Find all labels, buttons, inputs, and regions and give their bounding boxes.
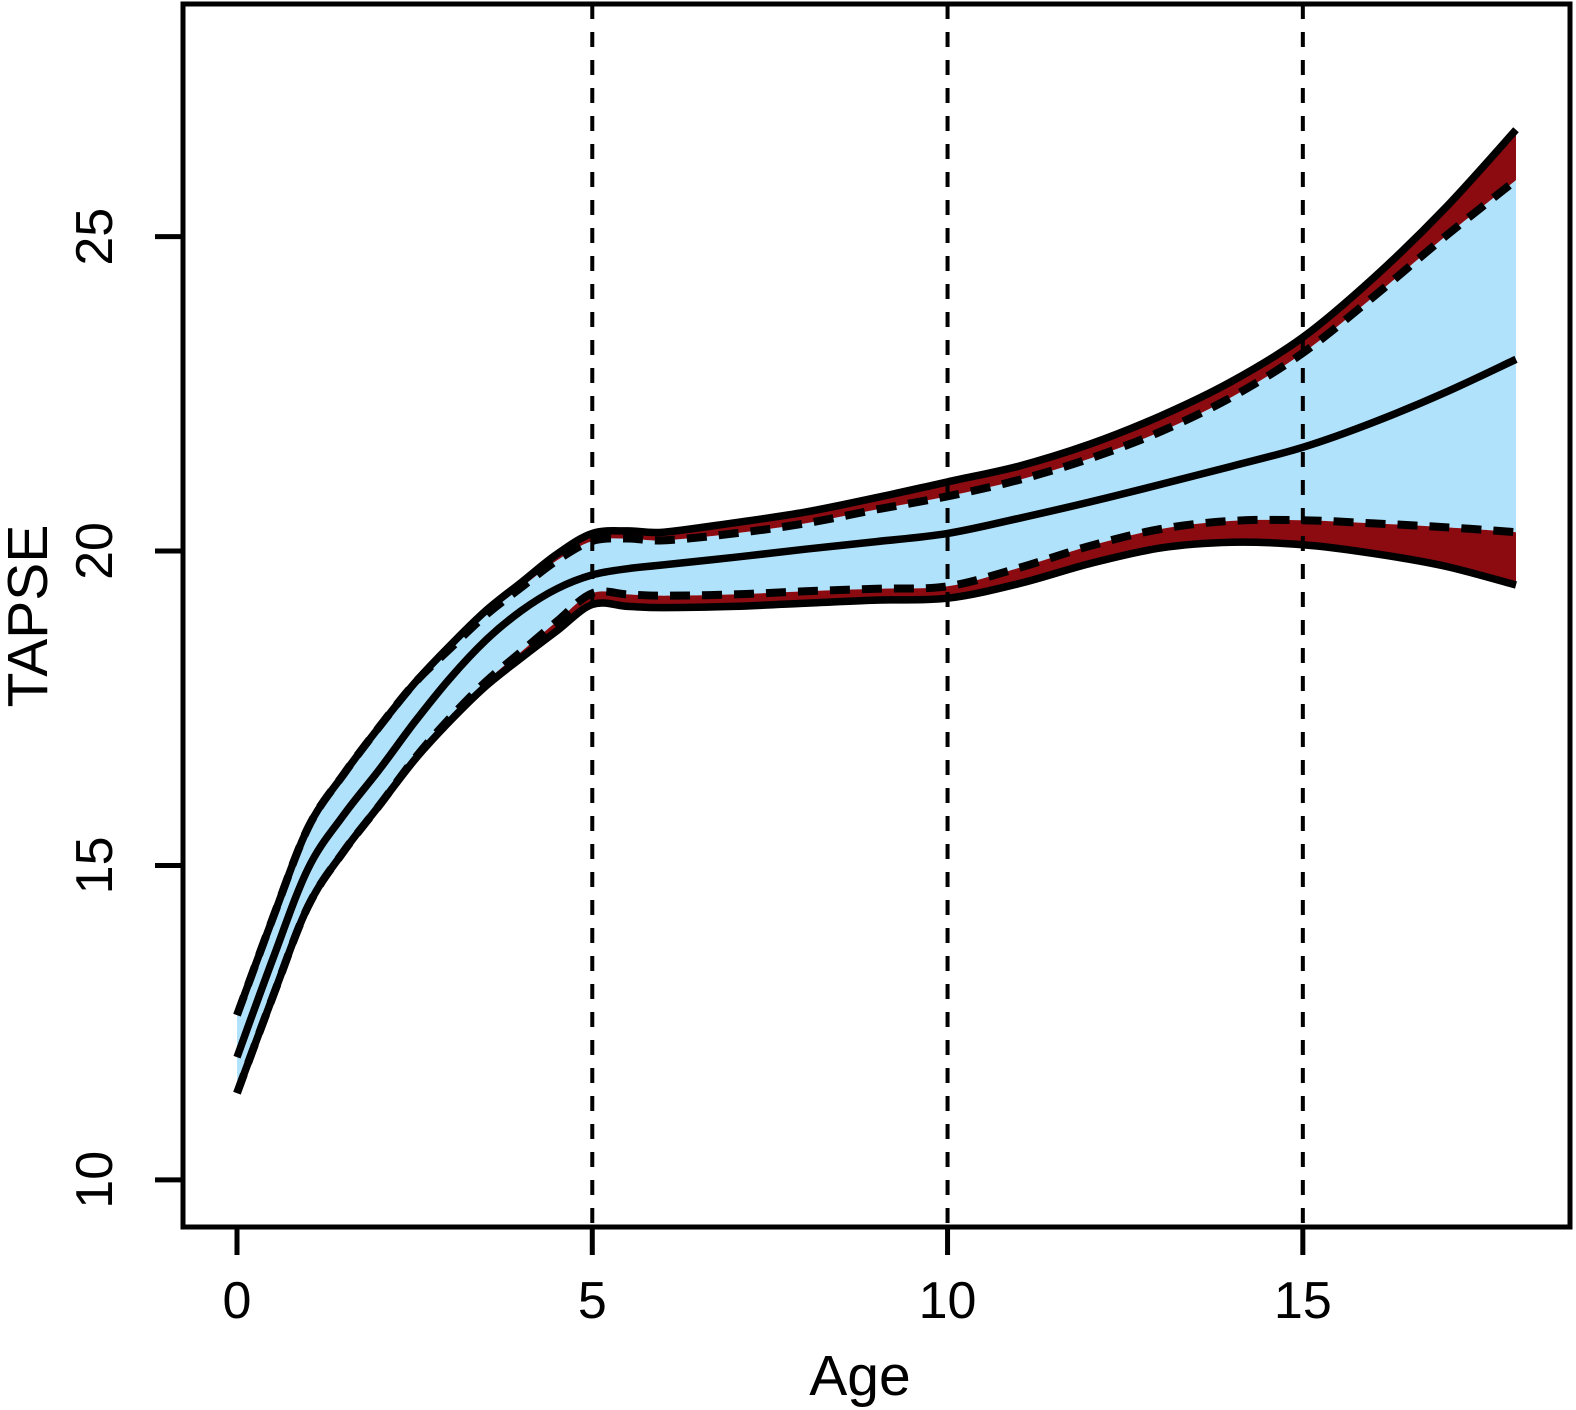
curve-upper-dashed [233, 176, 1519, 1017]
x-axis-title: Age [809, 1344, 910, 1408]
y-tick-label-25: 25 [66, 208, 124, 266]
plot-bands [237, 129, 1516, 1094]
x-tick-label-15: 15 [1274, 1272, 1332, 1330]
y-axis: 10 15 20 25 [66, 208, 183, 1209]
curve-median [233, 355, 1518, 1059]
curve-lower-solid [233, 538, 1517, 1095]
lower-outer-band-red [237, 519, 1516, 1094]
x-tick-label-10: 10 [919, 1272, 977, 1330]
plot-border [180, 1, 1573, 1230]
curve-lower-dashed [233, 515, 1517, 1095]
curve-upper-solid [233, 127, 1519, 1017]
x-tick-label-5: 5 [578, 1272, 607, 1330]
y-tick-label-20: 20 [66, 522, 124, 580]
y-axis-title: TAPSE [0, 525, 60, 708]
x-axis: 0 5 10 15 [223, 1227, 1332, 1330]
y-tick-label-10: 10 [66, 1151, 124, 1209]
gridlines [590, 4, 1305, 1227]
x-tick-label-0: 0 [223, 1272, 252, 1330]
curves [233, 127, 1519, 1095]
y-tick-label-15: 15 [66, 836, 124, 894]
